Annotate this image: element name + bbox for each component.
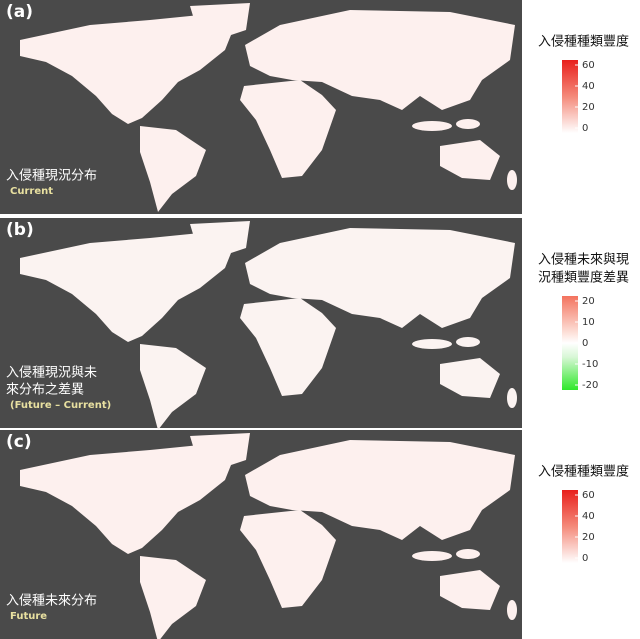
legend-tick-label: 60 (582, 60, 595, 71)
panel-sublabel: (Future – Current) (10, 400, 111, 411)
map-panel: (a) 入侵種現況分布 Current (0, 0, 522, 214)
legend-tick-label: 20 (582, 296, 595, 307)
map-panel: (c) 入侵種未來分布 Future (0, 430, 522, 639)
legend-title: 入侵種種類豐度 (538, 464, 629, 480)
panel-sublabel: Future (10, 611, 47, 622)
legend-tick-label: -20 (582, 380, 598, 391)
legend-tick-label: 60 (582, 490, 595, 501)
legend-title: 況種類豐度差異 (538, 270, 629, 286)
legend-tick-label: 20 (582, 102, 595, 113)
panel-tag: (b) (6, 220, 34, 240)
panel-label: 入侵種現況與未 (6, 365, 97, 381)
legend-title: 入侵種種類豐度 (538, 34, 629, 50)
legend-colorbar (562, 490, 578, 563)
legend-colorbar (562, 296, 578, 390)
panel-tag: (a) (6, 2, 33, 22)
panel-label: 來分布之差異 (6, 383, 84, 398)
legend-tick-label: 40 (582, 511, 595, 522)
legend-tick-label: 0 (582, 338, 588, 349)
panel-label: 入侵種未來分布 (6, 593, 97, 609)
panel-tag: (c) (6, 432, 32, 452)
panel-label: 入侵種現況分布 (6, 168, 97, 184)
legend-tick-label: 10 (582, 317, 595, 328)
legend-tick-label: 40 (582, 81, 595, 92)
legend-tick-label: 20 (582, 532, 595, 543)
legend-tick-label: 0 (582, 123, 588, 134)
legend-tick-label: 0 (582, 553, 588, 564)
legend-title: 入侵種未來與現 (538, 252, 629, 268)
legend-colorbar (562, 60, 578, 133)
panel-sublabel: Current (10, 186, 53, 197)
legend-tick-label: -10 (582, 359, 598, 370)
